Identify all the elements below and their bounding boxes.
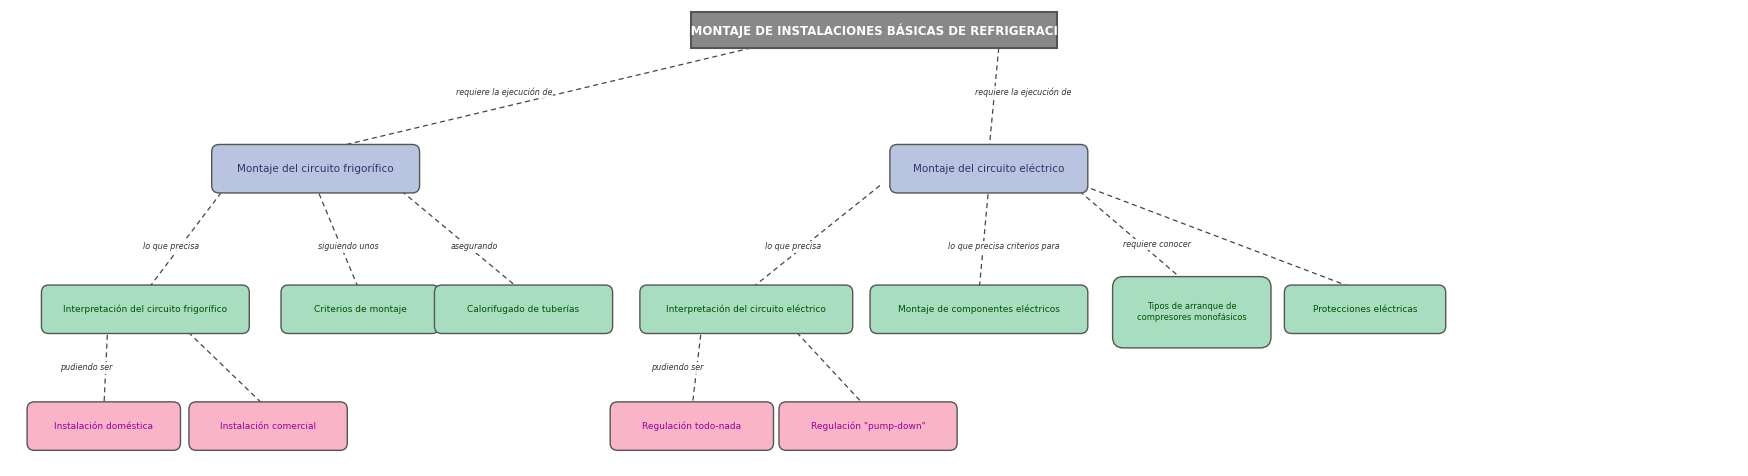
Text: Montaje del circuito eléctrico: Montaje del circuito eléctrico bbox=[912, 163, 1065, 174]
Text: siguiendo unos: siguiendo unos bbox=[318, 242, 378, 251]
Text: Instalación doméstica: Instalación doméstica bbox=[54, 422, 154, 431]
Text: requiere la ejecución de: requiere la ejecución de bbox=[975, 87, 1072, 97]
FancyBboxPatch shape bbox=[690, 12, 1058, 48]
FancyBboxPatch shape bbox=[189, 402, 348, 450]
Text: pudiendo ser: pudiendo ser bbox=[650, 363, 703, 372]
Text: Regulación todo-nada: Regulación todo-nada bbox=[642, 421, 741, 431]
Text: requiere conocer: requiere conocer bbox=[1124, 240, 1190, 249]
Text: pudiendo ser: pudiendo ser bbox=[59, 363, 112, 372]
Text: Interpretación del circuito eléctrico: Interpretación del circuito eléctrico bbox=[666, 305, 827, 314]
FancyBboxPatch shape bbox=[281, 285, 439, 334]
Text: Montaje de componentes eléctricos: Montaje de componentes eléctricos bbox=[898, 305, 1059, 314]
Text: asegurando: asegurando bbox=[451, 242, 498, 251]
FancyBboxPatch shape bbox=[42, 285, 250, 334]
Text: lo que precisa criterios para: lo que precisa criterios para bbox=[947, 242, 1059, 251]
FancyBboxPatch shape bbox=[890, 144, 1087, 193]
Text: Regulación "pump-down": Regulación "pump-down" bbox=[811, 421, 925, 431]
FancyBboxPatch shape bbox=[780, 402, 958, 450]
FancyBboxPatch shape bbox=[26, 402, 180, 450]
Text: Calorifugado de tuberías: Calorifugado de tuberías bbox=[467, 305, 580, 314]
Text: requiere la ejecución de: requiere la ejecución de bbox=[456, 87, 552, 97]
Text: Interpretación del circuito frigorífico: Interpretación del circuito frigorífico bbox=[63, 305, 227, 314]
FancyBboxPatch shape bbox=[610, 402, 774, 450]
Text: Montaje del circuito frigorífico: Montaje del circuito frigorífico bbox=[238, 163, 393, 174]
FancyBboxPatch shape bbox=[640, 285, 853, 334]
Text: Protecciones eléctricas: Protecciones eléctricas bbox=[1313, 305, 1418, 314]
Text: EL MONTAJE DE INSTALACIONES BÁSICAS DE REFRIGERACIÓN: EL MONTAJE DE INSTALACIONES BÁSICAS DE R… bbox=[671, 22, 1077, 38]
FancyBboxPatch shape bbox=[1112, 277, 1271, 348]
Text: Tipos de arranque de
compresores monofásicos: Tipos de arranque de compresores monofás… bbox=[1136, 302, 1246, 322]
FancyBboxPatch shape bbox=[435, 285, 612, 334]
FancyBboxPatch shape bbox=[1285, 285, 1446, 334]
Text: lo que precisa: lo que precisa bbox=[766, 242, 822, 251]
FancyBboxPatch shape bbox=[871, 285, 1087, 334]
FancyBboxPatch shape bbox=[212, 144, 420, 193]
Text: Criterios de montaje: Criterios de montaje bbox=[313, 305, 407, 314]
Text: lo que precisa: lo que precisa bbox=[143, 242, 199, 251]
Text: Instalación comercial: Instalación comercial bbox=[220, 422, 316, 431]
